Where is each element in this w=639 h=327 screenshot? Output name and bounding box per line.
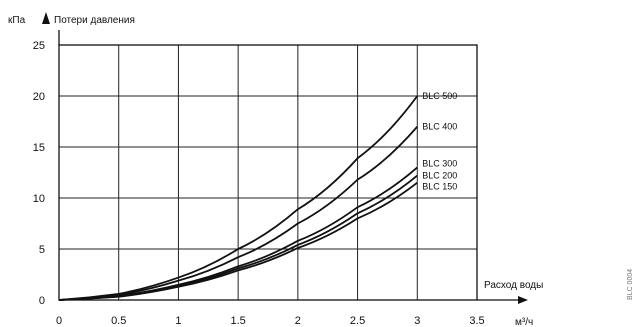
- x-tick-label: 2: [295, 315, 301, 327]
- figure-code: BLC 0004: [627, 269, 634, 300]
- x-axis-arrow-icon: [518, 296, 528, 304]
- tick-labels: 0 0.5 1 1.5 2 2.5 3 3.5 0 5 10 15 20 25: [33, 40, 485, 327]
- y-axis-arrow-icon: [42, 12, 50, 24]
- series-label: BLC 150: [422, 182, 457, 192]
- series-curve: [58, 181, 418, 301]
- x-tick-label: 3: [414, 315, 420, 327]
- x-tick-label: 0.5: [111, 315, 126, 327]
- y-tick-label: 0: [39, 295, 45, 307]
- y-axis-title: Потери давления: [54, 15, 135, 26]
- series-label: BLC 300: [422, 158, 457, 168]
- x-axis-title: Расход воды: [484, 280, 543, 291]
- y-tick-label: 20: [33, 91, 45, 103]
- series-label: BLC 200: [422, 171, 457, 181]
- x-tick-label: 3.5: [469, 315, 484, 327]
- x-tick-label: 2.5: [350, 315, 365, 327]
- x-tick-label: 0: [56, 315, 62, 327]
- y-unit-label: кПа: [8, 15, 26, 26]
- y-tick-label: 10: [33, 193, 45, 205]
- y-tick-label: 5: [39, 244, 45, 256]
- series-curves: [58, 95, 419, 301]
- x-unit-label: м³/ч: [515, 317, 533, 327]
- y-tick-label: 25: [33, 40, 45, 52]
- plot-frame: [58, 44, 478, 301]
- x-tick-label: 1: [175, 315, 181, 327]
- series-label: BLC 500: [422, 91, 457, 101]
- series-label: BLC 400: [422, 122, 457, 132]
- series-curve: [58, 95, 419, 301]
- axes: [58, 30, 528, 304]
- grid: [59, 45, 477, 300]
- y-tick-label: 15: [33, 142, 45, 154]
- x-tick-label: 1.5: [230, 315, 245, 327]
- series-curve: [58, 126, 418, 301]
